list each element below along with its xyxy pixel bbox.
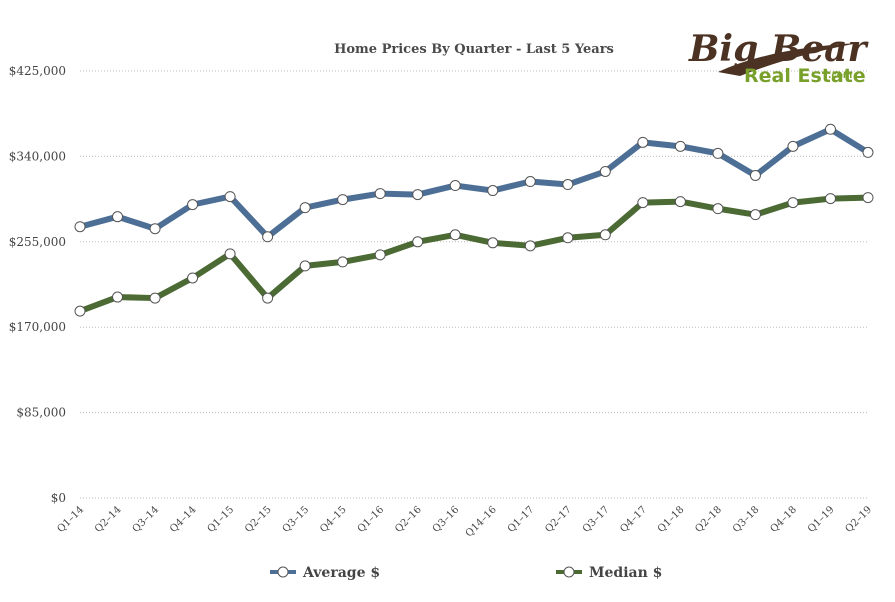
y-tick-label: $85,000 xyxy=(16,406,66,420)
x-axis: Q1–14 Q2–14 Q3–14 Q4–14 Q1–15 Q2–15 Q3–15 Q4–15… xyxy=(56,504,875,539)
data-point[interactable] xyxy=(262,231,274,243)
x-tick-label: Q4–14 xyxy=(168,504,199,535)
data-point[interactable] xyxy=(749,169,761,181)
data-point[interactable] xyxy=(74,221,86,233)
data-point[interactable] xyxy=(224,191,236,203)
y-tick-label: $340,000 xyxy=(9,149,66,163)
data-point[interactable] xyxy=(824,193,836,205)
x-tick-label: Q4–18 xyxy=(768,504,799,535)
logo-suffix: .com xyxy=(828,71,852,81)
data-point[interactable] xyxy=(562,232,574,244)
data-point[interactable] xyxy=(187,272,199,284)
x-tick-label: Q2–14 xyxy=(93,504,124,535)
logo-line2: Real Estate xyxy=(744,65,866,87)
series-average xyxy=(74,123,874,243)
x-tick-label: Q14–16 xyxy=(464,504,499,539)
data-point[interactable] xyxy=(262,292,274,304)
x-tick-label: Q2–16 xyxy=(393,504,424,535)
y-tick-label: $0 xyxy=(51,491,66,505)
data-point[interactable] xyxy=(674,140,686,152)
series-line xyxy=(77,194,871,315)
data-point[interactable] xyxy=(487,185,499,197)
series-layer xyxy=(74,123,874,317)
logo-swoosh xyxy=(718,43,858,76)
x-tick-label: Q2–17 xyxy=(543,504,574,535)
data-point[interactable] xyxy=(187,199,199,211)
legend-marker xyxy=(563,566,575,578)
data-point[interactable] xyxy=(337,256,349,268)
data-point[interactable] xyxy=(599,165,611,177)
data-point[interactable] xyxy=(562,179,574,191)
data-point[interactable] xyxy=(524,176,536,188)
data-point[interactable] xyxy=(449,229,461,241)
x-tick-label: Q3–17 xyxy=(581,504,612,535)
data-point[interactable] xyxy=(449,180,461,192)
y-tick-label: $425,000 xyxy=(9,64,66,78)
data-point[interactable] xyxy=(749,209,761,221)
data-point[interactable] xyxy=(787,140,799,152)
data-point[interactable] xyxy=(149,292,161,304)
x-tick-label: Q3–18 xyxy=(731,504,762,535)
x-tick-label: Q1–19 xyxy=(806,504,837,535)
legend-item-average[interactable]: Average $ xyxy=(270,565,380,581)
data-point[interactable] xyxy=(824,123,836,135)
data-point[interactable] xyxy=(412,236,424,248)
x-tick-label: Q4–17 xyxy=(618,504,649,535)
data-point[interactable] xyxy=(112,211,124,223)
series-line xyxy=(77,126,871,240)
legend-label: Median $ xyxy=(589,565,662,581)
data-point[interactable] xyxy=(712,203,724,215)
x-tick-label: Q1–17 xyxy=(506,504,537,535)
x-tick-label: Q3–15 xyxy=(281,504,312,535)
data-point[interactable] xyxy=(712,147,724,159)
data-point[interactable] xyxy=(299,202,311,214)
legend-marker xyxy=(277,566,289,578)
data-point[interactable] xyxy=(412,189,424,201)
data-point[interactable] xyxy=(299,260,311,272)
data-point[interactable] xyxy=(224,248,236,260)
y-axis: $0 $85,000 $170,000 $255,000 $340,000 $425,00… xyxy=(9,64,66,505)
x-tick-label: Q2–18 xyxy=(693,504,724,535)
data-point[interactable] xyxy=(524,240,536,252)
data-point[interactable] xyxy=(862,146,874,158)
x-tick-label: Q1–14 xyxy=(56,504,87,535)
chart-title: Home Prices By Quarter - Last 5 Years xyxy=(334,42,614,57)
series-median xyxy=(74,192,874,317)
data-point[interactable] xyxy=(599,229,611,241)
logo-line1: Big Bear xyxy=(688,28,869,70)
data-point[interactable] xyxy=(487,237,499,249)
data-point[interactable] xyxy=(674,196,686,208)
legend-item-median[interactable]: Median $ xyxy=(556,565,662,581)
x-tick-label: Q4–15 xyxy=(318,504,349,535)
data-point[interactable] xyxy=(74,305,86,317)
data-point[interactable] xyxy=(149,223,161,235)
legend: Average $ Median $ xyxy=(270,565,662,581)
x-tick-label: Q2–19 xyxy=(844,504,875,535)
data-point[interactable] xyxy=(787,197,799,209)
y-tick-label: $255,000 xyxy=(9,235,66,249)
data-point[interactable] xyxy=(337,194,349,206)
y-tick-label: $170,000 xyxy=(9,320,66,334)
data-point[interactable] xyxy=(374,188,386,200)
data-point[interactable] xyxy=(374,249,386,261)
x-tick-label: Q1–16 xyxy=(356,504,387,535)
logo: Big Bear Real Estate .com xyxy=(688,28,869,87)
x-tick-label: Q1–18 xyxy=(656,504,687,535)
data-point[interactable] xyxy=(637,136,649,148)
data-point[interactable] xyxy=(862,192,874,204)
legend-label: Average $ xyxy=(302,565,380,581)
x-tick-label: Q3–14 xyxy=(131,504,162,535)
grid-lines xyxy=(80,70,868,499)
data-point[interactable] xyxy=(637,197,649,209)
x-tick-label: Q1–15 xyxy=(206,504,237,535)
x-tick-label: Q3–16 xyxy=(431,504,462,535)
data-point[interactable] xyxy=(112,291,124,303)
x-tick-label: Q2–15 xyxy=(243,504,274,535)
